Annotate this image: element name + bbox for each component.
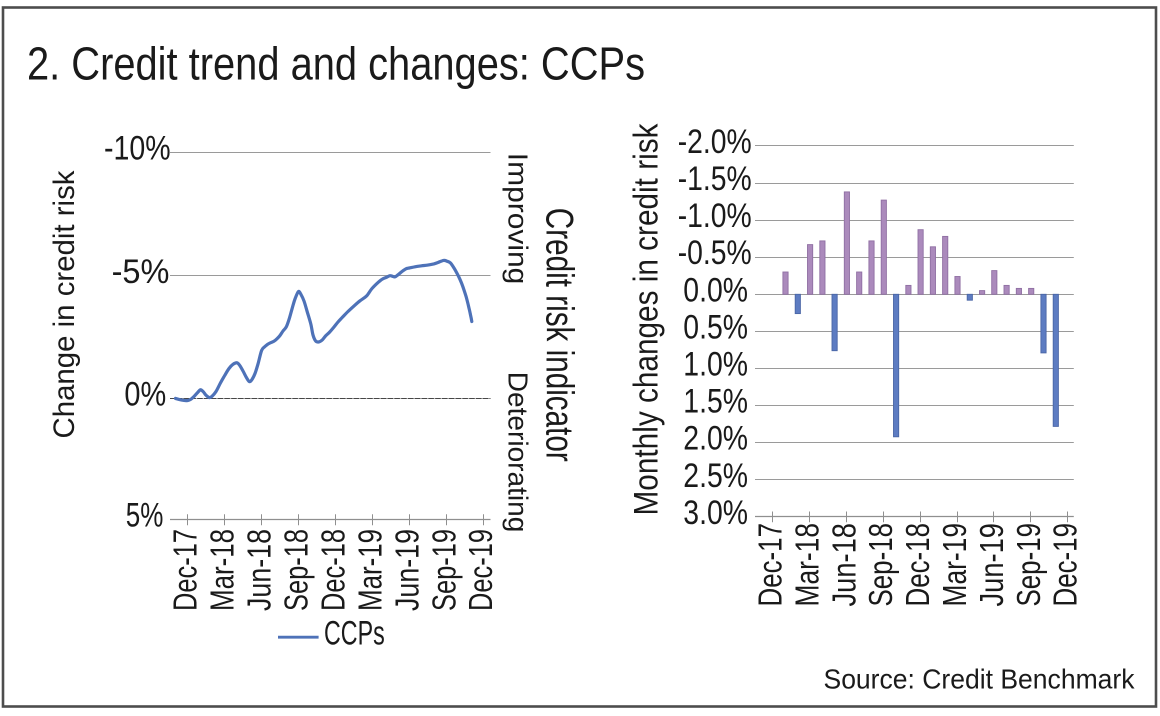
svg-text:3.0%: 3.0% bbox=[683, 494, 748, 532]
svg-text:-2.0%: -2.0% bbox=[678, 123, 752, 161]
svg-text:Source: Credit Benchmark: Source: Credit Benchmark bbox=[824, 664, 1136, 695]
svg-text:Jun-19: Jun-19 bbox=[388, 529, 425, 611]
svg-text:Mar-19: Mar-19 bbox=[936, 523, 973, 607]
svg-text:5%: 5% bbox=[126, 497, 164, 535]
svg-text:Credit risk indicator: Credit risk indicator bbox=[538, 208, 581, 462]
svg-text:Sep-18: Sep-18 bbox=[862, 523, 899, 607]
svg-text:Dec-17: Dec-17 bbox=[752, 523, 789, 607]
svg-text:Sep-19: Sep-19 bbox=[425, 529, 462, 611]
svg-text:Dec-19: Dec-19 bbox=[462, 529, 499, 611]
svg-text:-1.5%: -1.5% bbox=[678, 160, 752, 198]
svg-text:Jun-18: Jun-18 bbox=[825, 523, 862, 607]
svg-text:2. Credit trend and changes: C: 2. Credit trend and changes: CCPs bbox=[27, 38, 645, 90]
svg-text:Jun-19: Jun-19 bbox=[973, 523, 1010, 607]
svg-text:1.5%: 1.5% bbox=[683, 383, 748, 421]
svg-text:Dec-18: Dec-18 bbox=[315, 529, 352, 611]
svg-text:Mar-18: Mar-18 bbox=[788, 523, 825, 607]
svg-text:Dec-19: Dec-19 bbox=[1047, 523, 1084, 607]
svg-text:CCPs: CCPs bbox=[324, 615, 385, 653]
svg-text:-5%: -5% bbox=[112, 253, 170, 291]
svg-text:Jun-18: Jun-18 bbox=[241, 529, 278, 611]
svg-text:0.0%: 0.0% bbox=[683, 271, 748, 309]
svg-text:2.5%: 2.5% bbox=[683, 457, 748, 495]
svg-text:Monthly changes in credit risk: Monthly changes in credit risk bbox=[628, 123, 666, 516]
svg-text:2.0%: 2.0% bbox=[683, 420, 748, 458]
svg-text:-1.0%: -1.0% bbox=[678, 197, 752, 235]
svg-text:Mar-18: Mar-18 bbox=[204, 529, 241, 611]
svg-text:Deteriorating: Deteriorating bbox=[503, 372, 534, 533]
svg-text:-0.5%: -0.5% bbox=[678, 234, 752, 272]
svg-text:-10%: -10% bbox=[104, 130, 171, 168]
svg-text:1.0%: 1.0% bbox=[683, 346, 748, 384]
svg-text:Improving: Improving bbox=[503, 153, 534, 284]
svg-text:Change in credit risk: Change in credit risk bbox=[48, 170, 81, 439]
svg-text:Dec-17: Dec-17 bbox=[167, 529, 204, 611]
svg-text:0.5%: 0.5% bbox=[683, 308, 748, 346]
svg-text:Dec-18: Dec-18 bbox=[899, 523, 936, 607]
svg-text:Mar-19: Mar-19 bbox=[351, 529, 388, 611]
svg-text:Sep-19: Sep-19 bbox=[1010, 523, 1047, 607]
svg-text:0%: 0% bbox=[124, 375, 166, 413]
svg-text:Sep-18: Sep-18 bbox=[278, 529, 315, 611]
